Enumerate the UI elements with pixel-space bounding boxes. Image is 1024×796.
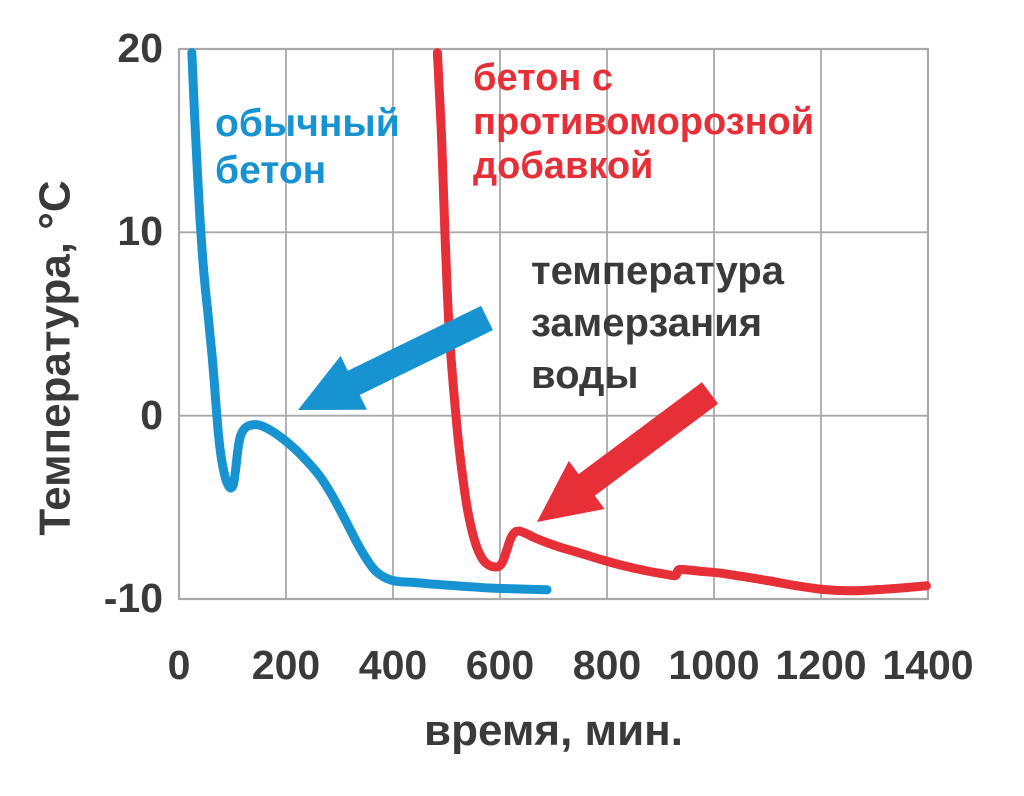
series-label-line: добавкой <box>473 145 654 187</box>
y-tick-label: 10 <box>117 208 163 255</box>
x-tick-label: 800 <box>572 642 642 688</box>
annotation-line: замерзания <box>531 301 763 345</box>
x-tick-label: 200 <box>251 642 321 688</box>
series-label-regular-concrete: обычный бетон <box>215 100 400 194</box>
series-label-line: противоморозной <box>473 101 815 143</box>
y-axis-title-wrap: Температура, °С <box>6 85 106 630</box>
annotation-line: температура <box>531 249 784 293</box>
annotation-line: воды <box>531 353 639 397</box>
x-tick-label: 600 <box>465 642 535 688</box>
y-tick-label: 20 <box>117 25 163 71</box>
x-axis-title: время, мин. <box>424 706 683 755</box>
x-tick-label: 1000 <box>668 642 760 688</box>
x-tick-label: 0 <box>167 642 191 688</box>
series-label-line: обычный <box>215 102 400 145</box>
y-tick-label: 0 <box>140 391 163 438</box>
blue-arrow <box>298 305 493 410</box>
red-arrow <box>537 382 719 522</box>
series-label-line: бетон <box>215 149 327 192</box>
series-label-line: бетон с <box>473 57 614 99</box>
y-tick-label: -10 <box>103 575 163 621</box>
x-tick-label: 1400 <box>882 642 974 688</box>
x-tick-label: 1200 <box>775 642 867 688</box>
freezing-temperature-annotation: температура замерзания воды <box>531 245 784 401</box>
x-tick-label: 400 <box>358 642 428 688</box>
series-label-antifreeze-concrete: бетон с противоморозной добавкой <box>473 56 814 188</box>
